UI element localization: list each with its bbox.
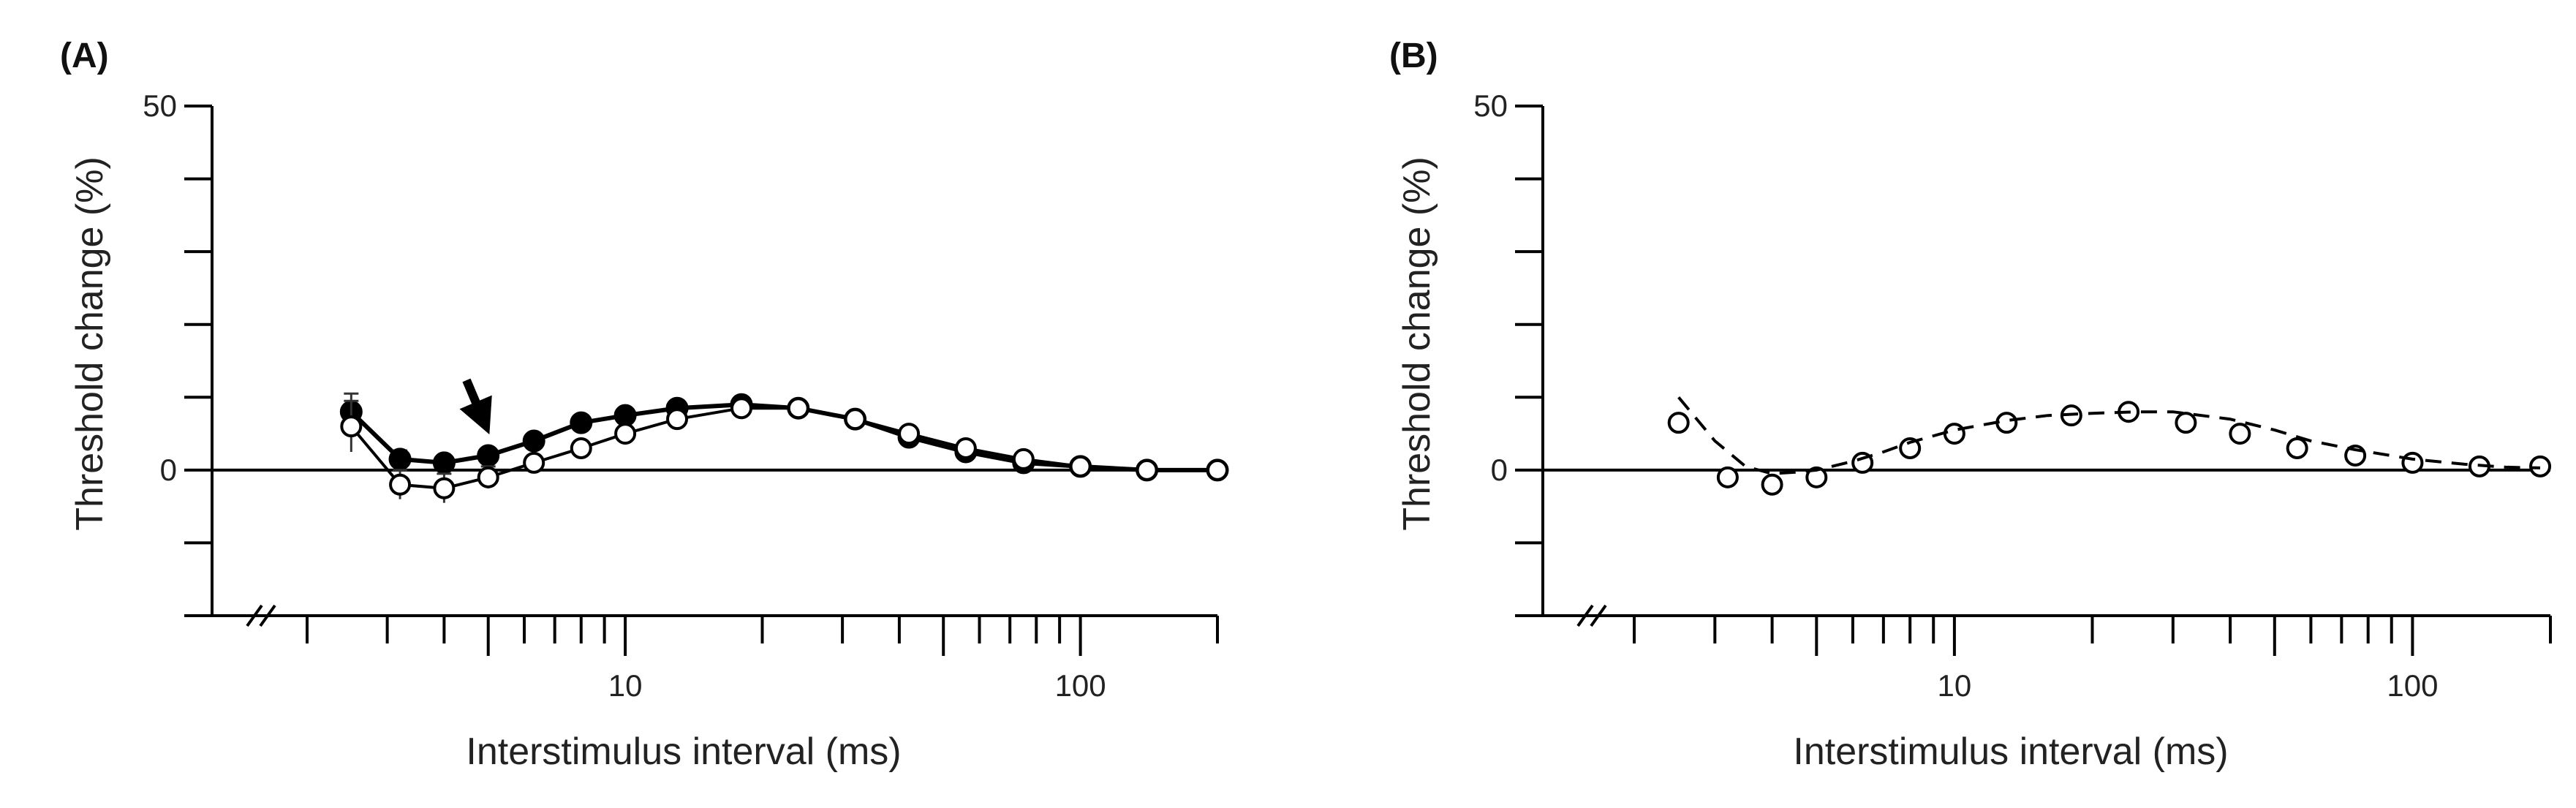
panel-a-open-point — [433, 477, 456, 499]
panel-a-open-point — [898, 423, 921, 445]
panel-a-open-point — [614, 423, 637, 445]
panel-b-open-point — [2175, 412, 2197, 434]
panel-a-open-point — [787, 397, 809, 420]
panel-a-open-point — [1206, 458, 1228, 481]
panel-a-filled-point — [570, 411, 593, 434]
panel-a-open-point — [570, 437, 592, 459]
panel-a-x-axis-title: Interstimulus interval (ms) — [466, 730, 901, 773]
panel-b-open-point — [1805, 466, 1828, 488]
panel-b-open-point — [2229, 423, 2251, 445]
panel-b-y-axis-title: Threshold change (%) — [1396, 156, 1438, 531]
panel-a-label: (A) — [60, 37, 109, 75]
panel-b-x-axis-title: Interstimulus interval (ms) — [1793, 730, 2228, 773]
panel-a-filled-point — [432, 451, 456, 475]
panel-a-axis-break — [259, 604, 276, 627]
panel-a-open-point — [844, 408, 866, 431]
panel-b-open-point — [2286, 437, 2308, 459]
panel-a-open-point — [477, 466, 499, 488]
panel-a-filled-point — [477, 444, 500, 467]
panel-b-fit-line — [1677, 396, 2541, 475]
panel-b-open-point — [1995, 412, 2018, 434]
panel-a-y-tick-label: 0 — [160, 453, 177, 487]
panel-b-open-point — [1667, 412, 1690, 434]
panel-a-open-point — [1136, 458, 1158, 481]
panel-a-open-point — [1069, 455, 1092, 477]
panel-a-open-point — [730, 397, 753, 420]
panel-b-axis-break — [1576, 604, 1594, 627]
panel-b-open-point — [2401, 451, 2424, 474]
panel-a-arrow-annotation — [459, 378, 492, 435]
panel-b-label: (B) — [1389, 37, 1438, 75]
panel-a-y-axis-title: Threshold change (%) — [69, 156, 111, 531]
panel-b: (B) 0 50 10 100 Threshold change (%) Inters… — [1389, 37, 2552, 773]
panel-b-x-tick-label: 10 — [1938, 668, 1972, 703]
panel-b-open-point — [1761, 473, 1783, 496]
panel-a-open-point — [1012, 448, 1035, 470]
panel-a-axis-break — [246, 604, 263, 627]
panel-a-filled-point — [388, 448, 412, 471]
panel-a-open-point — [389, 473, 412, 496]
panel-a-x-tick-label: 100 — [1055, 668, 1106, 703]
panel-b-open-point — [1943, 423, 1965, 445]
panel-a-y-tick-label: 50 — [143, 88, 177, 123]
panel-a-filled-point — [613, 404, 637, 427]
panel-b-axis-break — [1590, 604, 1607, 627]
panel-b-open-point — [1716, 466, 1739, 488]
panel-a-x-tick-label: 10 — [608, 668, 643, 703]
panel-a-open-point — [523, 451, 545, 474]
panel-a-open-point — [954, 437, 977, 459]
panel-b-y-tick-label: 50 — [1473, 88, 1508, 123]
panel-b-x-tick-label: 100 — [2387, 668, 2438, 703]
panel-a-open-point — [666, 408, 689, 431]
panel-a: (A) 0 50 10 100 Threshold change (%) Inters… — [60, 37, 1229, 773]
panel-a-open-point — [340, 415, 363, 438]
panel-b-open-point — [1899, 437, 1922, 459]
panel-a-filled-point — [522, 429, 545, 453]
panel-b-y-tick-label: 0 — [1491, 453, 1508, 487]
